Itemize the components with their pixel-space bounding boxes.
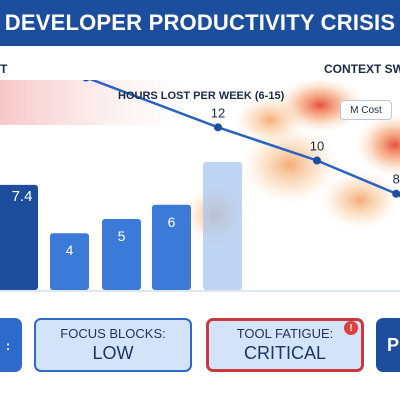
page-title: DEVELOPER PRODUCTIVITY CRISIS <box>4 10 396 35</box>
metric-card-label: TOOL FATIGUE: <box>236 326 334 341</box>
bar-label-0: 7.4 <box>12 188 33 205</box>
metric-card-value: P <box>386 334 399 355</box>
alert-icon: ! <box>344 321 358 335</box>
line-point-label-1: 12 <box>211 105 225 120</box>
line-point-label-2: 10 <box>310 139 324 154</box>
divider <box>0 290 400 292</box>
line-point-label-3: 8 <box>393 172 400 187</box>
bar-2 <box>102 219 141 290</box>
line-point-2 <box>313 156 321 165</box>
bar-0 <box>0 184 38 290</box>
heatmap-overlay <box>185 80 400 245</box>
bar-3 <box>152 204 191 290</box>
bar-4 <box>203 162 242 290</box>
highlight-band <box>0 80 190 125</box>
bar-label-3: 6 <box>168 214 176 230</box>
metric-card-partial-right[interactable]: P <box>376 318 400 372</box>
bar-label-2: 5 <box>118 228 126 244</box>
chart-title: HOURS LOST PER WEEK (6-15) <box>118 90 285 102</box>
subheader-right-label: CONTEXT SW <box>324 62 400 76</box>
metric-card-focus-blocks[interactable]: FOCUS BLOCKS: LOW <box>34 318 192 372</box>
metric-card-value: CRITICAL <box>243 343 326 363</box>
line-point-1 <box>214 123 222 132</box>
cost-annotation: M Cost <box>340 100 392 120</box>
metric-card-label: FOCUS BLOCKS: <box>60 326 166 341</box>
line-point-0 <box>82 80 90 82</box>
metric-card-label: : <box>5 337 11 353</box>
header-bar: DEVELOPER PRODUCTIVITY CRISIS <box>0 0 400 46</box>
bar-1 <box>50 233 89 290</box>
subheader-left-label: T <box>0 62 8 76</box>
metric-card-partial-left[interactable]: : <box>0 318 22 372</box>
bar-label-1: 4 <box>66 242 74 258</box>
metric-card-value: LOW <box>92 343 134 363</box>
line-point-3 <box>392 189 400 198</box>
metric-card-tool-fatigue[interactable]: TOOL FATIGUE: CRITICAL <box>206 318 364 372</box>
